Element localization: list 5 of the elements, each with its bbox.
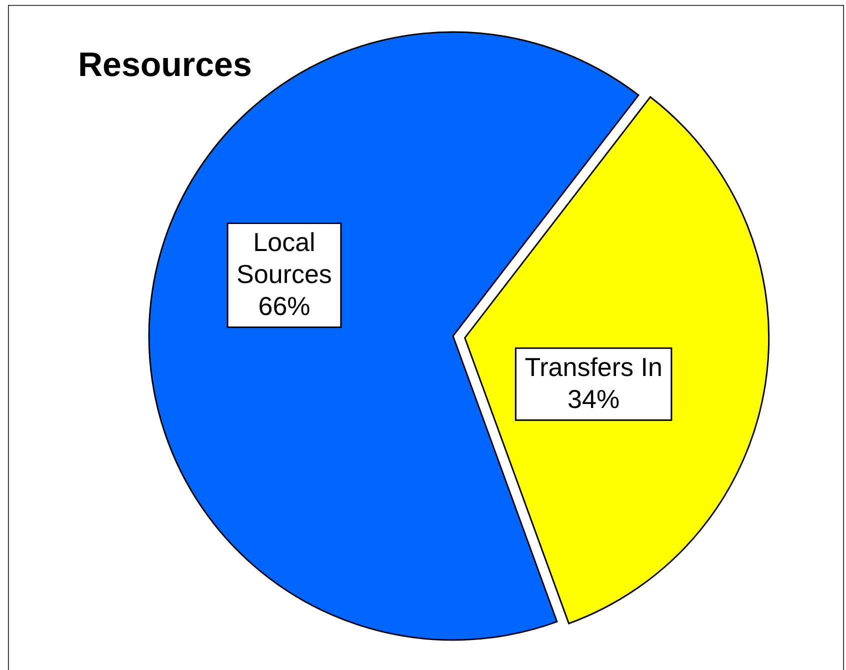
chart-title: Resources xyxy=(78,46,252,84)
data-label: 34% xyxy=(568,384,620,414)
slice-label: Local Sources xyxy=(236,227,332,290)
slice-label: Transfers In xyxy=(524,352,662,382)
data-label: 66% xyxy=(258,291,310,322)
